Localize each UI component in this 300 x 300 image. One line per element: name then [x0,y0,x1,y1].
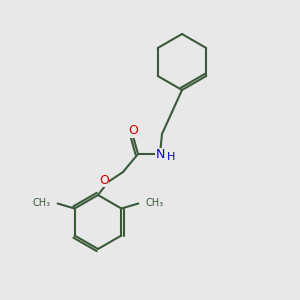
Text: CH₃: CH₃ [32,199,51,208]
Text: N: N [155,148,165,160]
Text: O: O [128,124,138,137]
Text: O: O [99,173,109,187]
Text: CH₃: CH₃ [146,199,164,208]
Text: H: H [167,152,175,162]
